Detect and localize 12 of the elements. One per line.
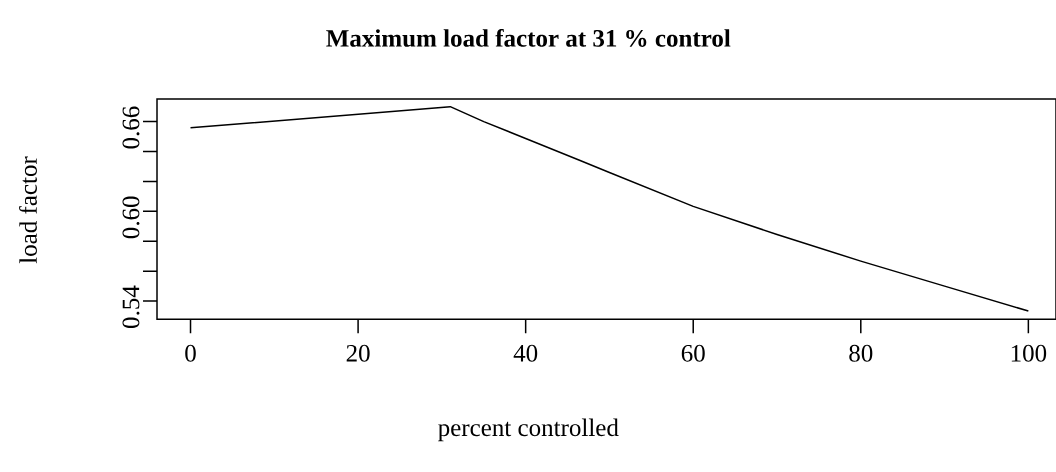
y-axis-title: load factor [19, 156, 37, 264]
x-tick-label: 80 [849, 344, 873, 362]
y-tick-label: 0.66 [122, 106, 140, 149]
x-tick-label: 0 [185, 344, 196, 362]
chart-title: Maximum load factor at 31 % control [326, 28, 731, 47]
y-tick-label: 0.60 [122, 196, 140, 239]
x-tick-label: 100 [1011, 344, 1047, 362]
x-tick-label: 60 [681, 344, 705, 362]
y-tick-label: 0.54 [122, 285, 140, 328]
x-axis-title: percent controlled [438, 418, 619, 442]
x-tick-label: 40 [513, 344, 538, 362]
x-tick-label: 20 [346, 344, 370, 362]
